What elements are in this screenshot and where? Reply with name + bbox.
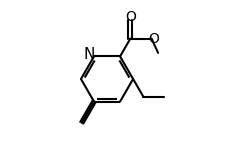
Text: O: O — [125, 10, 136, 24]
Text: N: N — [84, 47, 95, 62]
Text: O: O — [148, 32, 159, 46]
